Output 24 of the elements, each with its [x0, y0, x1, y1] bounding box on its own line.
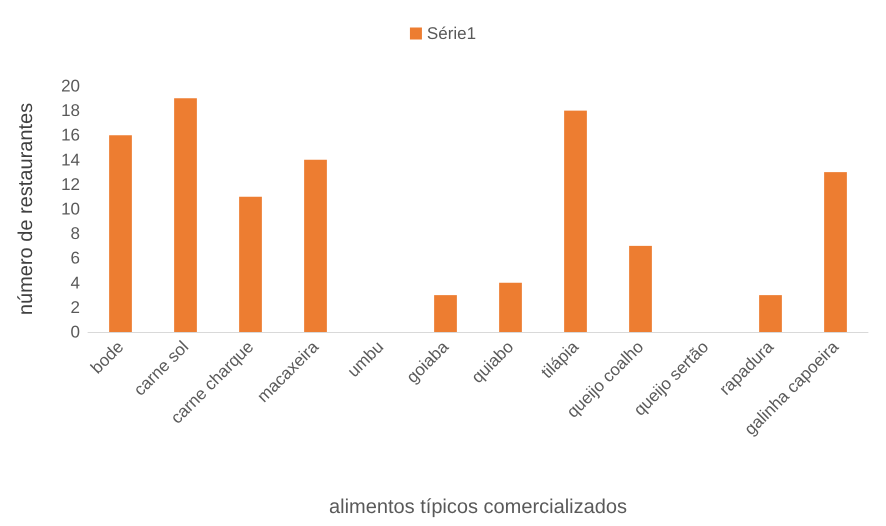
- bar: [564, 110, 587, 332]
- y-tick-label: 10: [61, 200, 80, 218]
- y-tick-label: 12: [61, 174, 80, 194]
- y-tick-label: 16: [61, 126, 80, 145]
- y-tick-label: 2: [70, 298, 80, 317]
- legend-label: Série1: [426, 24, 476, 43]
- bar: [434, 295, 457, 332]
- bar: [304, 160, 327, 332]
- bar: [174, 98, 197, 332]
- y-tick-label: 14: [61, 150, 80, 170]
- y-tick-label: 0: [70, 322, 80, 342]
- y-tick-label: 6: [70, 248, 80, 268]
- y-tick-label: 20: [61, 76, 80, 96]
- y-tick-label: 18: [61, 101, 80, 120]
- bar: [759, 295, 782, 332]
- y-tick-label: 4: [70, 273, 80, 292]
- bar: [824, 172, 847, 332]
- bar: [499, 282, 522, 332]
- bar: [629, 246, 652, 332]
- x-axis-title: alimentos típicos comercializados: [329, 496, 627, 518]
- y-tick-label: 8: [70, 224, 80, 244]
- bar: [239, 196, 262, 332]
- y-axis-title: número de restaurantes: [15, 102, 37, 316]
- bar: [109, 135, 132, 332]
